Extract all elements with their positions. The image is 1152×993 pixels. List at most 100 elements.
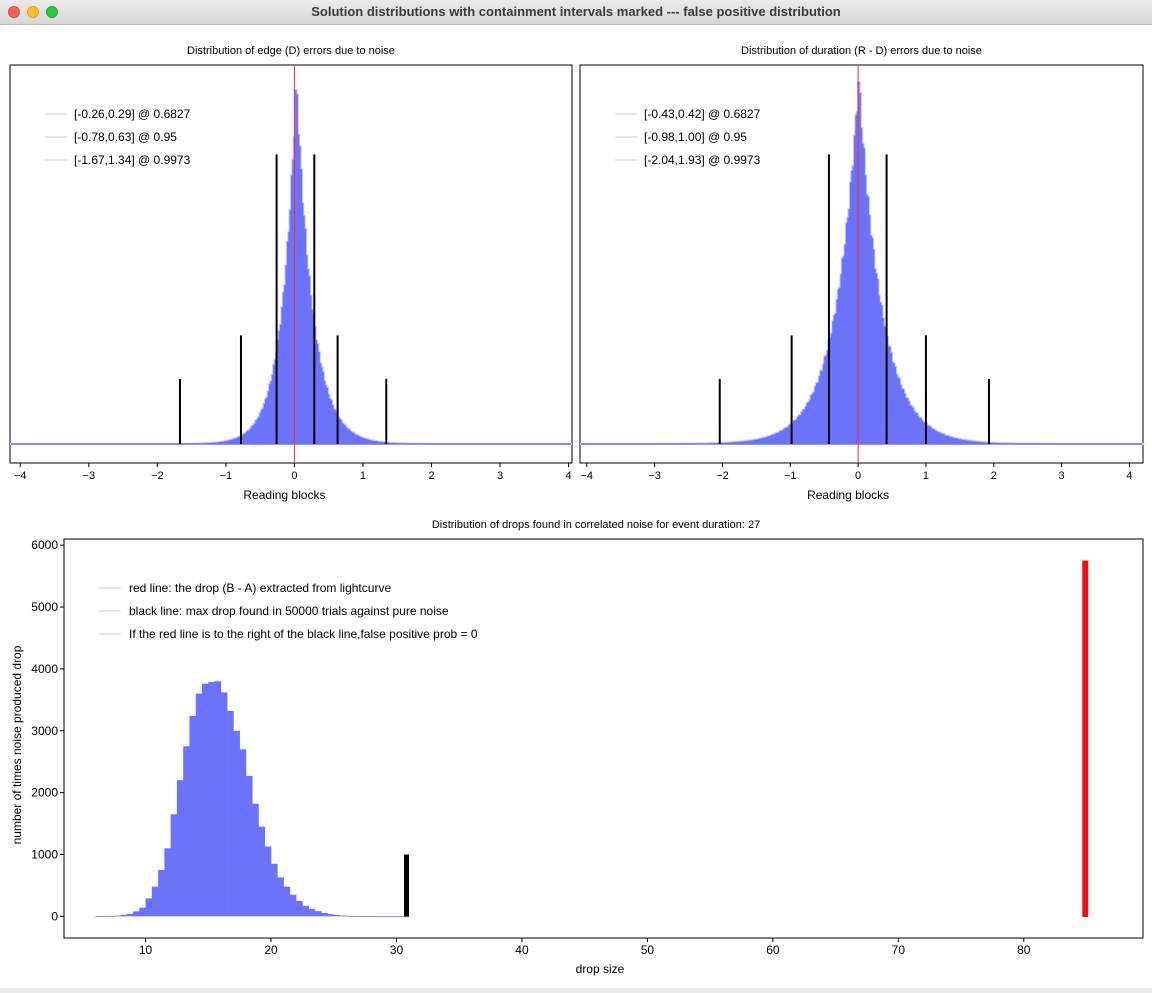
edge-error-histogram: Distribution of edge (D) errors due to n… xyxy=(9,45,573,502)
drop-histogram-bar xyxy=(289,894,297,917)
drop-histogram-bar xyxy=(245,775,253,917)
legend-entry: red line: the drop (B - A) extracted fro… xyxy=(129,581,391,595)
drop-histogram-bar xyxy=(271,863,278,917)
y-tick-label: 1000 xyxy=(31,847,58,861)
drop-histogram-bar xyxy=(139,907,146,917)
drop-histogram-bar xyxy=(145,898,153,917)
drop-histogram-bar xyxy=(308,908,316,917)
legend-entry: [-2.04,1.93] @ 0.9973 xyxy=(644,153,761,167)
x-tick-label: 50 xyxy=(641,943,655,957)
x-tick-label: 0 xyxy=(855,470,861,482)
x-tick-label: −4 xyxy=(14,470,27,482)
x-tick-label: 80 xyxy=(1017,943,1031,957)
close-window-button[interactable] xyxy=(8,6,20,18)
chart-title: Distribution of edge (D) errors due to n… xyxy=(187,45,395,57)
drop-distribution-chart: Distribution of drops found in correlate… xyxy=(10,519,1144,976)
legend-entry: If the red line is to the right of the b… xyxy=(129,627,478,641)
drop-histogram-bar xyxy=(133,911,140,917)
chart-title: Distribution of duration (R - D) errors … xyxy=(741,45,982,57)
y-tick-label: 2000 xyxy=(31,786,58,800)
minimize-window-button[interactable] xyxy=(27,6,39,18)
drop-histogram-bar xyxy=(183,746,190,917)
drop-histogram-bar xyxy=(346,915,353,917)
drop-histogram-bar xyxy=(302,905,309,917)
drop-histogram-bar xyxy=(195,693,203,917)
drop-histogram-bar xyxy=(114,915,121,917)
x-axis-label: Reading blocks xyxy=(807,488,889,502)
drop-histogram-bar xyxy=(220,692,228,917)
y-tick-label: 0 xyxy=(51,909,58,923)
x-tick-label: 4 xyxy=(1126,470,1132,482)
drop-histogram-bar xyxy=(321,912,328,917)
drop-histogram-bar xyxy=(95,916,102,918)
y-tick-label: 4000 xyxy=(31,662,58,676)
drop-histogram-bar xyxy=(151,886,159,917)
drop-histogram-bar xyxy=(314,911,322,917)
x-tick-label: −1 xyxy=(220,470,233,482)
legend-entry: [-0.26,0.29] @ 0.6827 xyxy=(74,107,191,121)
drop-histogram-bar xyxy=(277,877,284,917)
x-axis-label: Reading blocks xyxy=(243,488,325,502)
drop-histogram-bar xyxy=(101,916,109,917)
drop-histogram-bar xyxy=(158,869,165,917)
x-tick-label: 70 xyxy=(892,943,906,957)
drop-histogram-bar xyxy=(227,710,234,917)
x-tick-label: 3 xyxy=(497,470,503,482)
x-tick-label: 1 xyxy=(923,470,929,482)
drop-histogram-bar xyxy=(202,683,209,917)
drop-histogram-bar xyxy=(239,749,247,917)
x-tick-label: −3 xyxy=(648,470,661,482)
drop-histogram-bar xyxy=(371,916,378,918)
x-tick-label: −3 xyxy=(83,470,96,482)
drop-histogram-bar xyxy=(377,916,385,918)
drop-histogram-bar xyxy=(126,913,134,917)
x-tick-label: −1 xyxy=(784,470,797,482)
charts-canvas: Distribution of edge (D) errors due to n… xyxy=(9,45,1145,976)
chart-title: Distribution of drops found in correlate… xyxy=(432,519,760,531)
drop-histogram-bar xyxy=(189,715,197,917)
x-tick-label: 10 xyxy=(139,943,153,957)
x-tick-label: −4 xyxy=(581,470,594,482)
drop-histogram-bar xyxy=(170,814,178,917)
y-tick-label: 5000 xyxy=(31,600,58,614)
drop-histogram-bar xyxy=(107,915,115,917)
plot-area: Distribution of edge (D) errors due to n… xyxy=(0,25,1152,988)
y-axis-label: number of times noise produced drop xyxy=(10,645,24,844)
drop-histogram-bar xyxy=(252,803,259,917)
legend-entry: [-0.98,1.00] @ 0.95 xyxy=(644,130,747,144)
legend-entry: [-0.43,0.42] @ 0.6827 xyxy=(644,107,761,121)
drop-histogram-bar xyxy=(383,916,391,918)
drop-histogram-bar xyxy=(340,915,347,917)
zoom-window-button[interactable] xyxy=(46,6,58,18)
drop-histogram-bar xyxy=(164,848,171,917)
x-tick-label: 4 xyxy=(566,470,572,482)
x-axis-label: drop size xyxy=(576,962,625,976)
drop-histogram-bar xyxy=(327,914,335,917)
drop-histogram-bar xyxy=(120,914,128,917)
drop-histogram-bar xyxy=(333,914,341,917)
window-title: Solution distributions with containment … xyxy=(311,4,841,19)
drop-histogram-bar xyxy=(208,681,215,917)
x-tick-label: 2 xyxy=(428,470,434,482)
legend-entry: black line: max drop found in 50000 tria… xyxy=(129,604,449,618)
drop-histogram-bar xyxy=(176,780,184,917)
drop-histogram-bar xyxy=(264,846,272,917)
title-bar: Solution distributions with containment … xyxy=(0,0,1152,25)
y-tick-label: 3000 xyxy=(31,724,58,738)
legend-entry: [-1.67,1.34] @ 0.9973 xyxy=(74,153,191,167)
x-tick-label: 3 xyxy=(1059,470,1065,482)
drop-histogram-bar xyxy=(214,681,222,917)
y-tick-label: 6000 xyxy=(31,538,58,552)
drop-histogram-bar xyxy=(358,916,366,917)
drop-histogram-bar xyxy=(352,915,360,917)
drop-histogram-bar xyxy=(258,826,266,917)
distribution-histogram xyxy=(10,90,572,444)
x-tick-label: 2 xyxy=(991,470,997,482)
drop-histogram-bar xyxy=(402,916,410,918)
drop-histogram-bar xyxy=(233,730,240,917)
x-tick-label: −2 xyxy=(151,470,164,482)
drop-histogram-bar xyxy=(396,916,404,918)
x-tick-label: −2 xyxy=(716,470,729,482)
distribution-histogram xyxy=(580,82,1145,444)
drop-histogram-bar xyxy=(390,916,397,918)
